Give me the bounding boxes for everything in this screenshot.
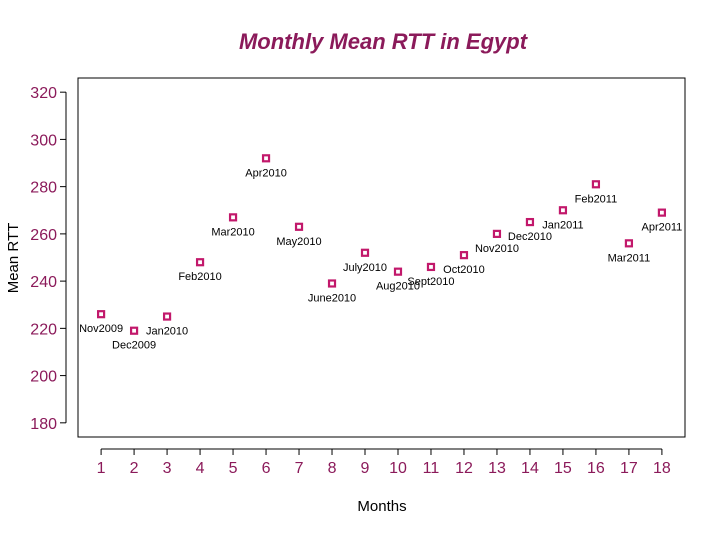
data-point [96,310,106,319]
data-point-label: July2010 [343,262,387,274]
data-point-label: Sept2010 [407,276,454,288]
data-point [525,217,535,227]
y-axis-label: Mean RTT [5,223,22,294]
data-point [129,326,139,335]
data-point-label: Jan2011 [542,219,583,231]
data-point-label: Jan2010 [146,326,188,338]
data-point-label: Aug2010 [376,281,420,293]
x-axis-label: Months [357,498,406,515]
data-point-label: Feb2010 [178,271,221,283]
y-tick-label: 220 [30,321,57,338]
x-tick-label: 2 [130,460,139,477]
y-tick-label: 320 [30,85,57,102]
data-point-label: Feb2011 [575,193,618,205]
y-tick-label: 300 [30,132,57,149]
data-point-label: May2010 [276,236,321,248]
data-point [657,208,667,217]
data-point-label: Mar2011 [608,252,651,264]
x-tick-label: 13 [488,460,506,477]
data-point [294,222,304,231]
data-point [459,251,469,260]
x-tick-label: 7 [295,460,304,477]
x-tick-label: 3 [163,460,172,477]
y-tick-label: 180 [30,416,57,433]
x-tick-label: 16 [587,460,605,477]
data-point [228,213,238,222]
data-point [393,267,403,276]
data-point [360,248,370,257]
x-tick-label: 9 [361,460,370,477]
data-point-label: Apr2010 [245,167,287,179]
data-point-label: Mar2010 [211,226,254,238]
x-tick-label: 17 [620,460,638,477]
data-point [162,312,172,321]
data-point-label: Oct2010 [443,264,485,276]
data-point [195,258,205,267]
x-tick-label: 8 [328,460,337,477]
data-point [327,279,337,288]
data-point [492,229,502,238]
x-tick-label: 12 [455,460,473,477]
y-tick-label: 260 [30,227,57,244]
x-tick-label: 14 [521,460,539,477]
x-tick-label: 15 [554,460,572,477]
data-point-label: Dec2010 [508,231,552,243]
x-tick-label: 6 [262,460,271,477]
x-tick-label: 4 [196,460,205,477]
plot-area-frame [77,77,686,438]
data-point-labels: Nov2009 Dec2009 Jan2010 Feb2010 Mar2010 Apr20… [79,167,682,351]
data-point-label: Nov2010 [475,243,519,255]
data-point-label: June2010 [308,292,356,304]
data-point-label: Dec2009 [112,340,156,352]
data-point [261,154,271,163]
data-points [96,154,667,335]
x-tick-label: 11 [423,460,440,477]
data-point [558,206,568,215]
data-point [591,180,601,189]
data-point [624,239,634,248]
y-tick-label: 200 [30,369,57,386]
data-point [426,262,436,272]
y-tick-label: 240 [30,274,57,291]
x-tick-label: 1 [97,460,106,477]
x-tick-label: 10 [389,460,407,477]
y-axis: 180 200 220 240 260 280 300 320 [30,85,67,433]
data-point-label: Apr2011 [642,222,683,234]
y-tick-label: 280 [30,180,57,197]
x-tick-label: 18 [653,460,671,477]
x-tick-label: 5 [229,460,238,477]
chart-title: Monthly Mean RTT in Egypt [239,29,529,54]
x-axis: 1 2 3 4 5 6 7 8 9 10 11 12 13 14 15 16 17 18 [97,448,671,477]
data-point-label: Nov2009 [79,323,123,335]
